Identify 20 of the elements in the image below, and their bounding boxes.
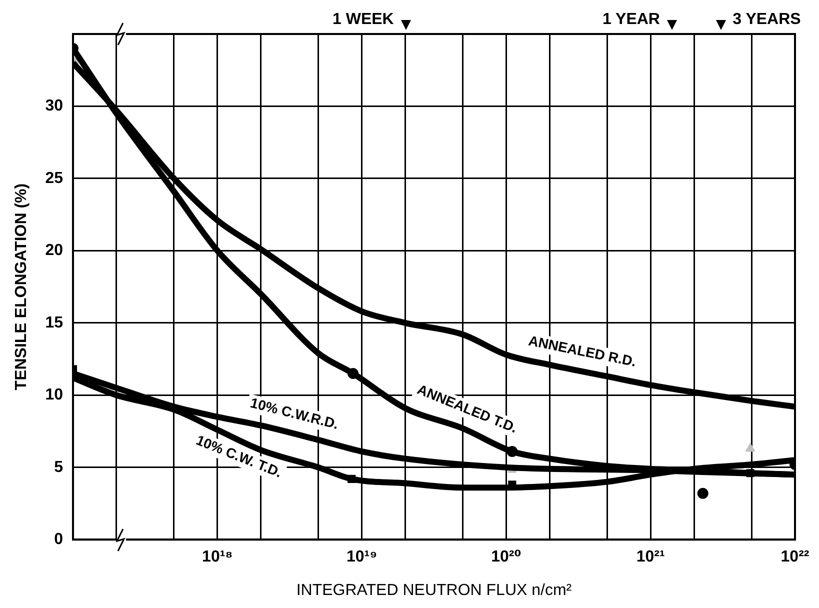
y-tick-label: 15 — [45, 314, 64, 332]
x-tick-label: 10²¹ — [636, 548, 665, 566]
y-tick-label: 30 — [45, 98, 64, 115]
x-tick-label: 10¹⁸ — [202, 548, 233, 566]
y-tick-label: 25 — [45, 170, 64, 187]
text: 1 WEEK — [332, 11, 394, 28]
text: ANNEALED R.D. — [527, 332, 638, 370]
x-tick-label: 10²² — [780, 548, 810, 566]
x-tick-label: 10¹⁹ — [346, 548, 378, 566]
y-tick-label: 20 — [45, 242, 64, 260]
text: 3 YEARS — [732, 11, 802, 28]
text: 1 YEAR — [602, 11, 660, 28]
x-axis-title: INTEGRATED NEUTRON FLUX n/cm² — [296, 582, 572, 599]
y-tick-label: 10 — [45, 386, 64, 404]
y-tick-label: 5 — [54, 458, 64, 476]
text: 10% C.W. T.D. — [194, 432, 284, 480]
text: 10% C.W.R.D. — [248, 394, 340, 432]
x-tick-label: 10²⁰ — [491, 548, 522, 566]
y-tick-label: 0 — [54, 531, 64, 548]
y-axis-title: TENSILE ELONGATION (%) — [13, 183, 30, 390]
